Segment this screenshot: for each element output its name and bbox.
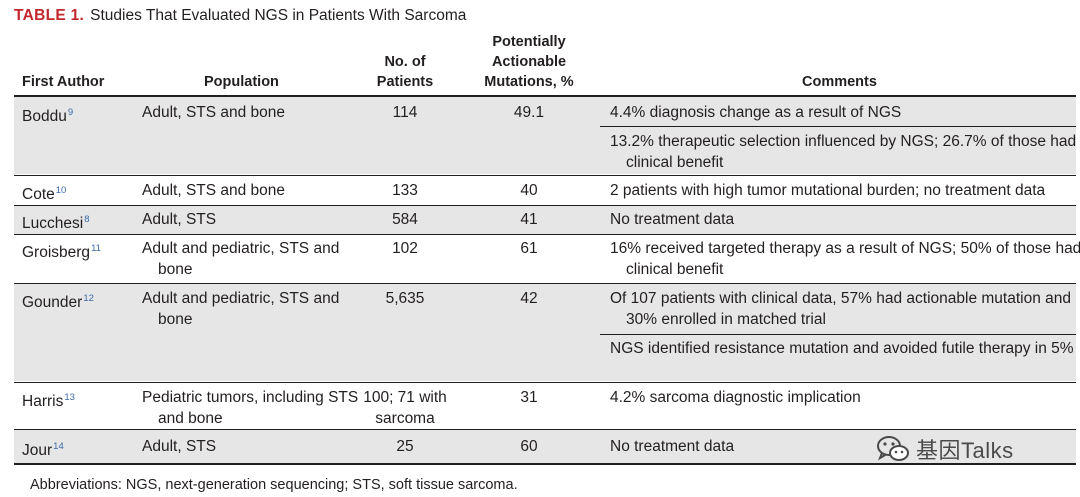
- cell-comment: No treatment data: [610, 438, 735, 455]
- cell-comment: 16% received targeted therapy as a resul…: [610, 240, 1080, 278]
- cell-patients: 25: [396, 438, 414, 455]
- cell-author: Lucchesi8: [22, 214, 90, 232]
- cell-population: Adult and pediatric, STS and bone: [142, 240, 340, 278]
- header-comments: Comments: [802, 74, 877, 90]
- row-divider: [14, 429, 1076, 430]
- cell-mutations: 31: [520, 389, 538, 406]
- reference-link[interactable]: 13: [64, 392, 75, 403]
- cell-comment: 2 patients with high tumor mutational bu…: [610, 182, 1046, 199]
- cell-population: Adult, STS and bone: [142, 182, 286, 199]
- row-divider: [14, 234, 1076, 235]
- reference-link[interactable]: 9: [67, 107, 74, 118]
- cell-comment: NGS identified resistance mutation and a…: [610, 340, 1074, 357]
- cell-author: Cote10: [22, 185, 67, 203]
- reference-link[interactable]: 8: [84, 214, 90, 225]
- cell-mutations: 49.1: [513, 104, 545, 121]
- cell-patients: 102: [392, 240, 418, 257]
- cell-comment: No treatment data: [610, 211, 735, 228]
- watermark-text: 基因Talks: [916, 438, 1014, 463]
- table-title: Studies That Evaluated NGS in Patients W…: [90, 7, 467, 24]
- cell-population: Adult, STS: [142, 211, 217, 228]
- cell-population: Pediatric tumors, including STS and bone: [142, 389, 359, 427]
- row-divider: [14, 205, 1076, 206]
- cell-comment: 4.4% diagnosis change as a result of NGS: [610, 104, 902, 121]
- header-rule: [14, 95, 1076, 97]
- cell-comment: 4.2% sarcoma diagnostic implication: [610, 389, 861, 406]
- header-author: First Author: [22, 74, 105, 90]
- table-footnote: Abbreviations: NGS, next-generation sequ…: [30, 477, 518, 493]
- cell-population: Adult, STS and bone: [142, 104, 286, 121]
- cell-author: Gounder12: [22, 293, 94, 311]
- table-label: TABLE 1.: [14, 7, 85, 24]
- cell-comment: Of 107 patients with clinical data, 57% …: [610, 290, 1071, 328]
- header-population: Population: [204, 74, 279, 90]
- comment-divider: [600, 126, 1076, 127]
- reference-link[interactable]: 14: [53, 441, 64, 452]
- cell-patients: 114: [392, 104, 418, 121]
- cell-patients: 5,635: [385, 290, 425, 307]
- cell-patients: 100; 71 with sarcoma: [363, 389, 447, 427]
- row-band-gounder: [14, 284, 1076, 381]
- cell-author: Boddu9: [22, 107, 74, 125]
- cell-comment: 13.2% therapeutic selection influenced b…: [610, 133, 1077, 171]
- cell-mutations: 41: [520, 211, 538, 228]
- reference-link[interactable]: 11: [91, 243, 101, 254]
- cell-author: Harris13: [22, 392, 75, 410]
- row-divider: [14, 175, 1076, 176]
- reference-link[interactable]: 10: [55, 185, 67, 196]
- wechat-icon: [877, 436, 909, 461]
- cell-author: Groisberg11: [22, 243, 101, 261]
- cell-author: Jour14: [22, 441, 64, 459]
- cell-mutations: 42: [520, 290, 538, 307]
- reference-link[interactable]: 12: [83, 293, 94, 304]
- comment-divider: [600, 334, 1076, 335]
- cell-patients: 133: [392, 182, 418, 199]
- watermark: 基因Talks: [876, 433, 1014, 465]
- header-mutations: Potentially Actionable Mutations, %: [484, 34, 574, 90]
- bottom-rule: [14, 463, 1076, 465]
- cell-mutations: 61: [520, 240, 538, 257]
- cell-population: Adult and pediatric, STS and bone: [142, 290, 340, 328]
- table-caption: TABLE 1. Studies That Evaluated NGS in Pa…: [14, 7, 466, 25]
- row-band-boddu: [14, 97, 1076, 174]
- header-patients: No. of Patients: [376, 54, 434, 90]
- cell-population: Adult, STS: [142, 438, 217, 455]
- cell-mutations: 40: [520, 182, 538, 199]
- row-band-lucchesi: [14, 206, 1076, 234]
- cell-mutations: 60: [520, 438, 538, 455]
- row-divider: [14, 283, 1076, 284]
- cell-patients: 584: [392, 211, 418, 228]
- row-divider: [14, 382, 1076, 383]
